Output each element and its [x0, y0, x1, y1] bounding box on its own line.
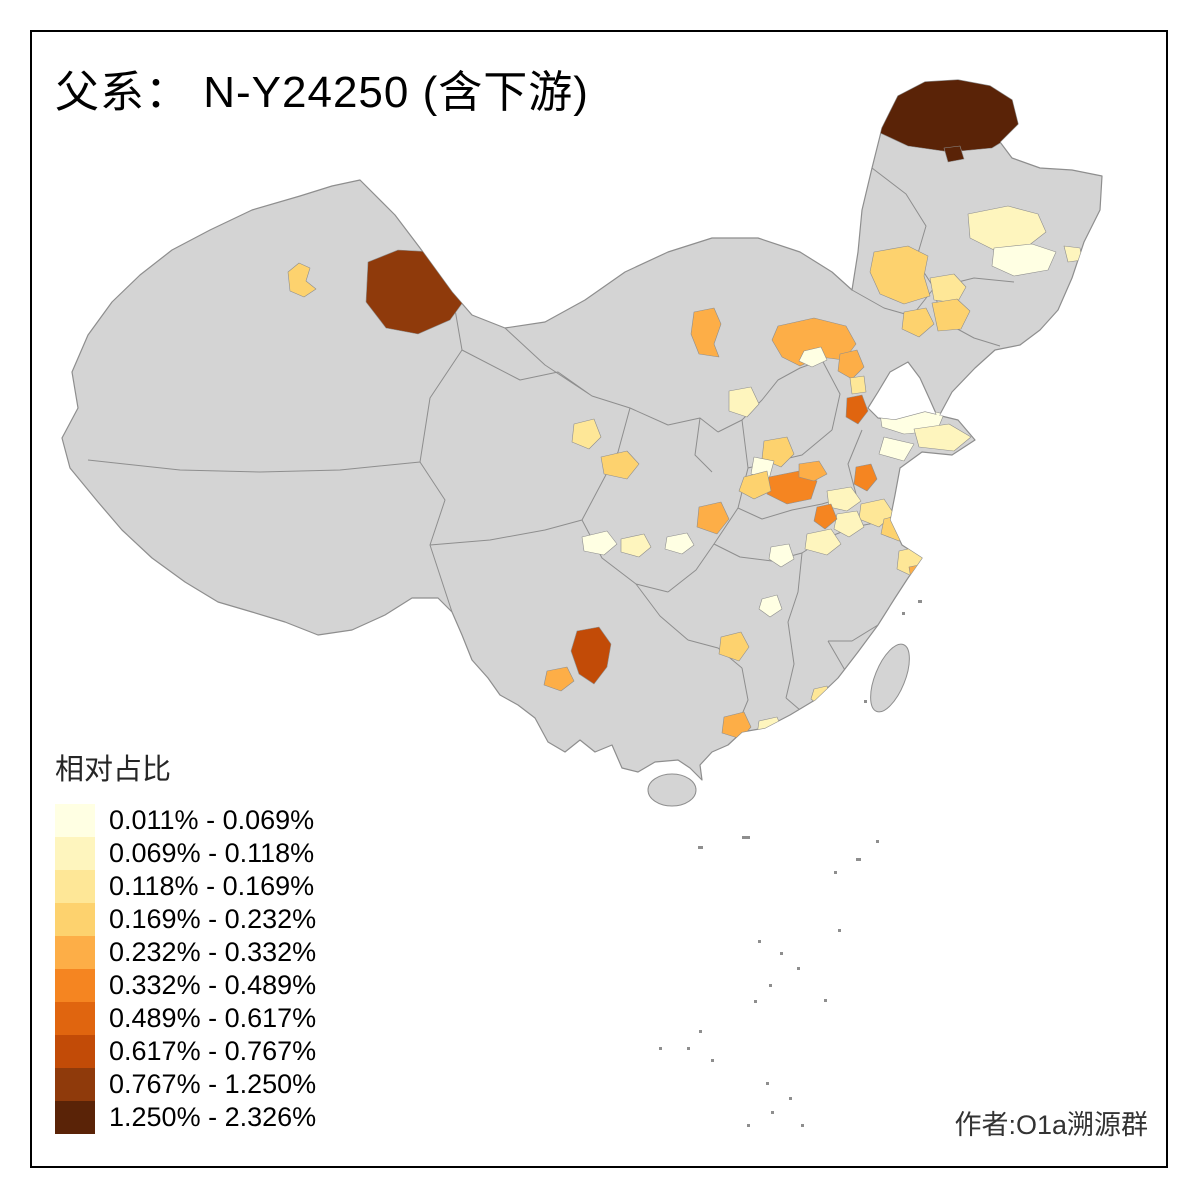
map-region [287, 262, 317, 298]
map-region [738, 470, 772, 500]
island-taiwan [870, 643, 910, 713]
legend-label: 0.069% - 0.118% [109, 838, 315, 868]
map-region [581, 530, 618, 556]
map-region [696, 501, 730, 535]
map-region [543, 666, 575, 692]
legend-swatch [55, 903, 95, 936]
legend: 相对占比 0.011% - 0.069% 0.069% - 0.118% 0.118… [55, 746, 316, 1134]
legend-item: 1.250% - 2.326% [55, 1101, 316, 1134]
map-region [901, 307, 935, 338]
page-title: 父系： N-Y24250 (含下游) [55, 68, 589, 117]
map-region [664, 532, 695, 555]
legend-swatch [55, 1002, 95, 1035]
map-region [798, 346, 828, 368]
map-region [620, 533, 652, 558]
legend-swatch [55, 1068, 95, 1101]
map-region [571, 418, 602, 450]
map-region [943, 145, 965, 163]
legend-swatch [55, 969, 95, 1002]
map-region [869, 245, 931, 305]
province-borders [87, 167, 1015, 725]
map-region [833, 510, 865, 538]
island-hainan [647, 773, 697, 807]
attribution-credit: 作者:O1a溯源群 [954, 1110, 1148, 1140]
map-region [798, 460, 828, 482]
legend-item: 0.767% - 1.250% [55, 1068, 316, 1101]
legend-swatch [55, 837, 95, 870]
map-region [813, 503, 838, 530]
map-region [991, 243, 1057, 277]
map-region [771, 317, 857, 367]
legend-swatch [55, 1035, 95, 1068]
legend-swatch [55, 804, 95, 837]
map-region [758, 594, 783, 618]
legend-item: 0.332% - 0.489% [55, 969, 316, 1002]
legend-item: 0.011% - 0.069% [55, 804, 316, 837]
map-region [718, 631, 750, 662]
map-region [845, 394, 869, 425]
legend-label: 0.011% - 0.069% [109, 805, 315, 835]
map-region [600, 450, 640, 480]
legend-label: 0.169% - 0.232% [109, 904, 317, 934]
map-region [908, 564, 922, 580]
legend-rows: 0.011% - 0.069% 0.069% - 0.118% 0.118% - 0… [55, 804, 316, 1134]
legend-label: 0.767% - 1.250% [109, 1069, 317, 1099]
map-region [853, 463, 878, 492]
map-region [931, 298, 971, 332]
map-region [929, 273, 967, 304]
legend-label: 0.118% - 0.169% [109, 871, 315, 901]
legend-label: 0.489% - 0.617% [109, 1003, 317, 1033]
map-region [768, 543, 795, 568]
legend-label: 0.332% - 0.489% [109, 970, 317, 1000]
map-region [967, 205, 1047, 251]
map-region [570, 626, 612, 685]
map-region [761, 436, 795, 468]
map-region [837, 349, 865, 380]
map-region [728, 386, 760, 418]
map-region [804, 528, 842, 556]
map-region [849, 375, 867, 395]
map-region [690, 307, 722, 358]
map-region [810, 685, 832, 706]
legend-label: 1.250% - 2.326% [109, 1102, 317, 1132]
legend-item: 0.169% - 0.232% [55, 903, 316, 936]
legend-item: 0.489% - 0.617% [55, 1002, 316, 1035]
legend-label: 0.232% - 0.332% [109, 937, 317, 967]
map-region [913, 423, 972, 452]
legend-item: 0.118% - 0.169% [55, 870, 316, 903]
legend-item: 0.232% - 0.332% [55, 936, 316, 969]
sea-islands [659, 600, 922, 1127]
legend-swatch [55, 936, 95, 969]
legend-swatch [55, 1101, 95, 1134]
legend-label: 0.617% - 0.767% [109, 1036, 317, 1066]
legend-item: 0.069% - 0.118% [55, 837, 316, 870]
map-region [878, 436, 915, 462]
legend-title: 相对占比 [55, 754, 172, 786]
legend-swatch [55, 870, 95, 903]
legend-item: 0.617% - 0.767% [55, 1035, 316, 1068]
